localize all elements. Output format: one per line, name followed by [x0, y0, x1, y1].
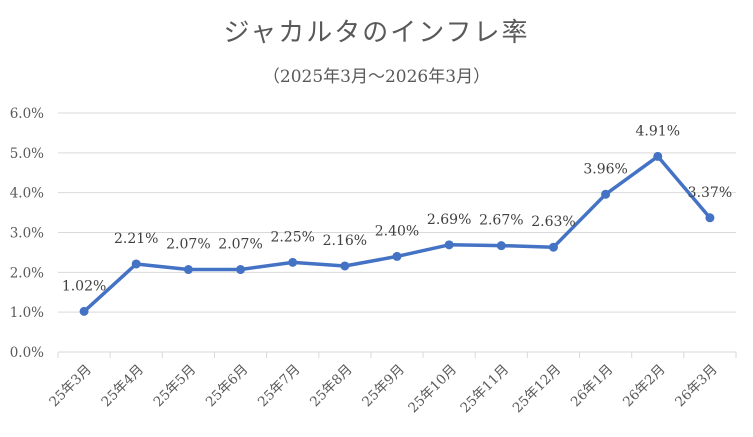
y-axis: 0.0% 1.0% 2.0% 3.0% 4.0% 5.0% 6.0% — [10, 106, 44, 361]
data-label: 1.02% — [62, 278, 106, 294]
x-tick-label: 25年10月 — [405, 362, 460, 417]
y-tick-label: 4.0% — [10, 186, 44, 202]
data-label: 2.16% — [323, 233, 367, 249]
data-label: 4.91% — [636, 123, 680, 139]
x-tick-label: 25年8月 — [307, 362, 356, 411]
y-tick-label: 1.0% — [10, 305, 44, 321]
data-label: 2.07% — [166, 237, 210, 253]
data-label: 2.40% — [375, 223, 419, 239]
data-point — [653, 151, 663, 161]
y-tick-label: 5.0% — [10, 146, 44, 162]
data-point — [288, 257, 298, 267]
chart-subtitle: （2025年3月～2026年3月） — [262, 67, 491, 87]
x-tick-label: 25年4月 — [98, 362, 147, 411]
y-tick-label: 2.0% — [10, 265, 44, 281]
grid-lines — [58, 112, 736, 353]
x-tick-label: 25年7月 — [255, 362, 304, 411]
x-tick-label: 26年1月 — [568, 362, 617, 411]
data-point — [601, 189, 611, 199]
data-label: 2.69% — [427, 212, 471, 228]
data-point — [131, 259, 141, 269]
data-label: 3.37% — [688, 185, 732, 201]
data-label: 2.67% — [479, 213, 523, 229]
data-label: 2.25% — [270, 229, 314, 245]
x-tick-label: 25年11月 — [457, 362, 512, 417]
x-tick-label: 25年6月 — [203, 362, 252, 411]
data-point — [444, 240, 454, 250]
data-point — [496, 241, 506, 251]
data-point — [183, 265, 193, 275]
x-tick-label: 25年9月 — [359, 362, 408, 411]
x-tick-label: 25年3月 — [46, 362, 95, 411]
data-point — [705, 213, 715, 223]
x-tick-label: 26年2月 — [620, 362, 669, 411]
series-inflation — [79, 151, 715, 316]
x-tick-label: 26年3月 — [672, 362, 721, 411]
data-point — [548, 242, 558, 252]
chart-title: ジャカルタのインフレ率 — [223, 18, 530, 48]
x-axis: 25年3月 25年4月 25年5月 25年6月 25年7月 25年8月 25年9月25年10… — [46, 352, 737, 417]
data-label: 2.07% — [218, 237, 262, 253]
data-point — [392, 251, 402, 261]
data-point — [79, 306, 89, 316]
y-tick-label: 6.0% — [10, 106, 44, 122]
x-tick-label: 25年12月 — [510, 362, 565, 417]
data-point — [236, 265, 246, 275]
y-tick-label: 0.0% — [10, 345, 44, 361]
data-point — [340, 261, 350, 271]
data-labels: 1.02% 2.21% 2.07% 2.07% 2.25% 2.16% 2.40% 2.69%… — [62, 123, 732, 294]
data-label: 2.63% — [531, 214, 575, 230]
y-tick-label: 3.0% — [10, 226, 44, 242]
data-label: 2.21% — [114, 231, 158, 247]
x-tick-label: 25年5月 — [151, 362, 200, 411]
data-label: 3.96% — [583, 161, 627, 177]
